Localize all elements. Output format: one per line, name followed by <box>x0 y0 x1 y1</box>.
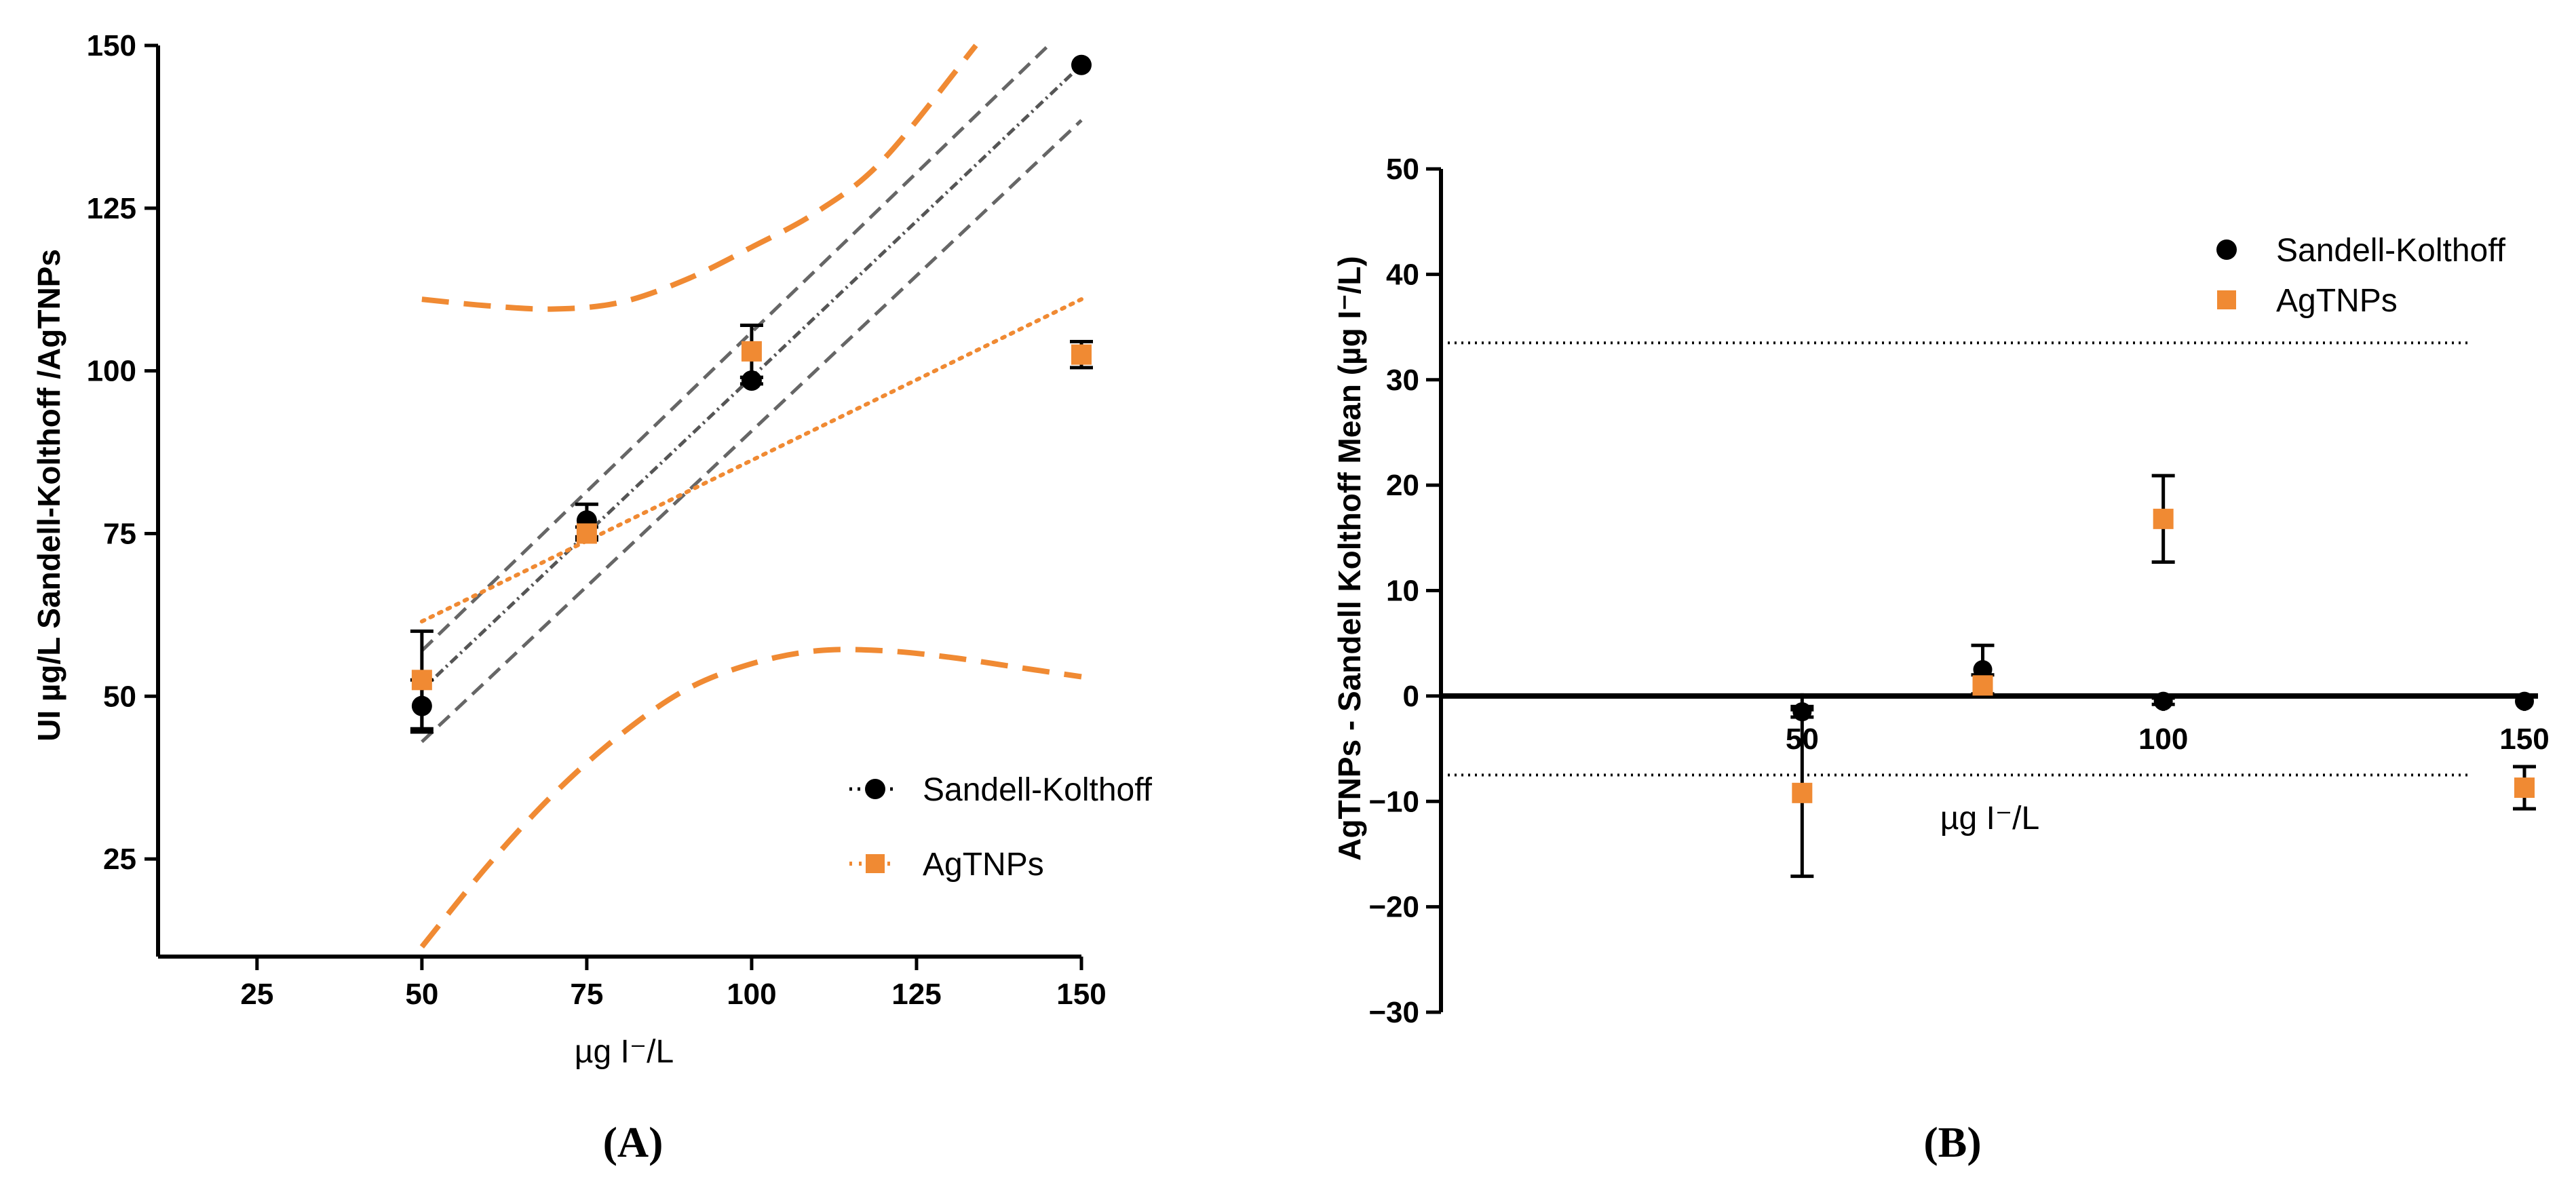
chart-a-y-axis-label: UI µg/L Sandell-Kolthoff /AgTNPs <box>31 249 66 742</box>
chart-a-x-axis-label: µg I⁻/L <box>575 1034 674 1070</box>
chart-a-x-tick-label: 50 <box>405 978 438 1011</box>
agtnps-fit-line <box>419 297 1083 623</box>
chart-b-y-tick-label: 50 <box>1386 153 1419 186</box>
agtnps-point <box>2514 777 2535 799</box>
chart-b-y-tick-label: 0 <box>1403 680 1419 713</box>
legend-label-sandell-kolthoff: Sandell-Kolthoff <box>2276 233 2506 269</box>
legend-label-agtnps: AgTNPs <box>923 847 1044 883</box>
legend-marker-agtnps <box>866 854 885 873</box>
legend-label-sandell-kolthoff: Sandell-Kolthoff <box>923 772 1153 808</box>
chart-a-y-tick-label: 100 <box>87 355 136 388</box>
chart-b-y-tick-label: 10 <box>1386 575 1419 608</box>
chart-a-x-tick-label: 25 <box>240 978 273 1011</box>
sandell-kolthoff-ci-upper <box>421 44 1050 652</box>
chart-a-axes: 25 50 75 100 125 150 25 50 75 100 125 150 <box>87 29 1107 1011</box>
agtnps-point <box>1972 675 1993 696</box>
chart-a-y-tick-label: 50 <box>103 680 136 713</box>
chart-b-x-tick-label: 100 <box>2138 723 2188 756</box>
sandell-kolthoff-ci-lower <box>421 119 1083 744</box>
chart-a-x-tick-label: 75 <box>570 978 603 1011</box>
chart-b-y-tick-label: 40 <box>1386 258 1419 291</box>
agtnps-ci-upper <box>421 43 978 312</box>
legend-marker-agtnps <box>2217 290 2236 309</box>
chart-a-panel-label: (A) <box>603 1118 664 1166</box>
sandell-kolthoff-point <box>2515 691 2534 711</box>
legend-marker-sandell-kolthoff <box>2216 239 2237 260</box>
chart-b-y-tick-label: 20 <box>1386 469 1419 502</box>
chart-b-x-tick-label: 150 <box>2499 723 2549 756</box>
agtnps-point <box>1071 344 1092 365</box>
legend-label-agtnps: AgTNPs <box>2276 283 2398 319</box>
chart-a-points <box>410 54 1093 734</box>
chart-a-legend: Sandell-Kolthoff AgTNPs <box>849 772 1153 883</box>
chart-a-y-tick-label: 25 <box>103 843 136 876</box>
chart-b-y-axis-label: AgTNPs - Sandell Kolthoff Mean (µg I⁻/L) <box>1332 256 1367 861</box>
chart-b-x-axis-label: µg I⁻/L <box>1940 801 2039 837</box>
chart-b-y-tick-label: −30 <box>1368 996 1419 1029</box>
agtnps-point <box>1792 782 1813 803</box>
chart-a-lines <box>419 43 1083 949</box>
chart-b-panel-label: (B) <box>1923 1118 1981 1166</box>
agtnps-point <box>411 670 432 691</box>
legend-marker-sandell-kolthoff <box>865 779 885 799</box>
chart-a-y-tick-label: 75 <box>103 517 136 550</box>
agtnps-point <box>2153 508 2174 529</box>
chart-a-x-tick-label: 150 <box>1056 978 1106 1011</box>
chart-a-y-tick-label: 150 <box>87 29 136 62</box>
chart-a: 25 50 75 100 125 150 25 50 75 100 125 150 µg I⁻/L U… <box>31 29 1153 1166</box>
chart-a-x-tick-label: 100 <box>727 978 776 1011</box>
sandell-kolthoff-point <box>2153 691 2173 711</box>
chart-b-y-tick-label: −20 <box>1368 891 1419 924</box>
chart-a-x-tick-label: 125 <box>891 978 941 1011</box>
chart-b-y-tick-label: 30 <box>1386 364 1419 397</box>
chart-b-legend: Sandell-Kolthoff AgTNPs <box>2216 233 2506 319</box>
agtnps-point <box>576 523 597 544</box>
agtnps-ci-lower <box>419 647 1082 949</box>
agtnps-point <box>741 341 762 362</box>
sandell-kolthoff-point <box>1071 54 1092 75</box>
chart-b-reference-lines <box>1441 341 2471 777</box>
sandell-kolthoff-point <box>741 370 762 391</box>
chart-a-y-tick-label: 125 <box>87 192 136 225</box>
chart-b-y-tick-label: −10 <box>1368 785 1419 818</box>
chart-b-points <box>1790 474 2536 879</box>
